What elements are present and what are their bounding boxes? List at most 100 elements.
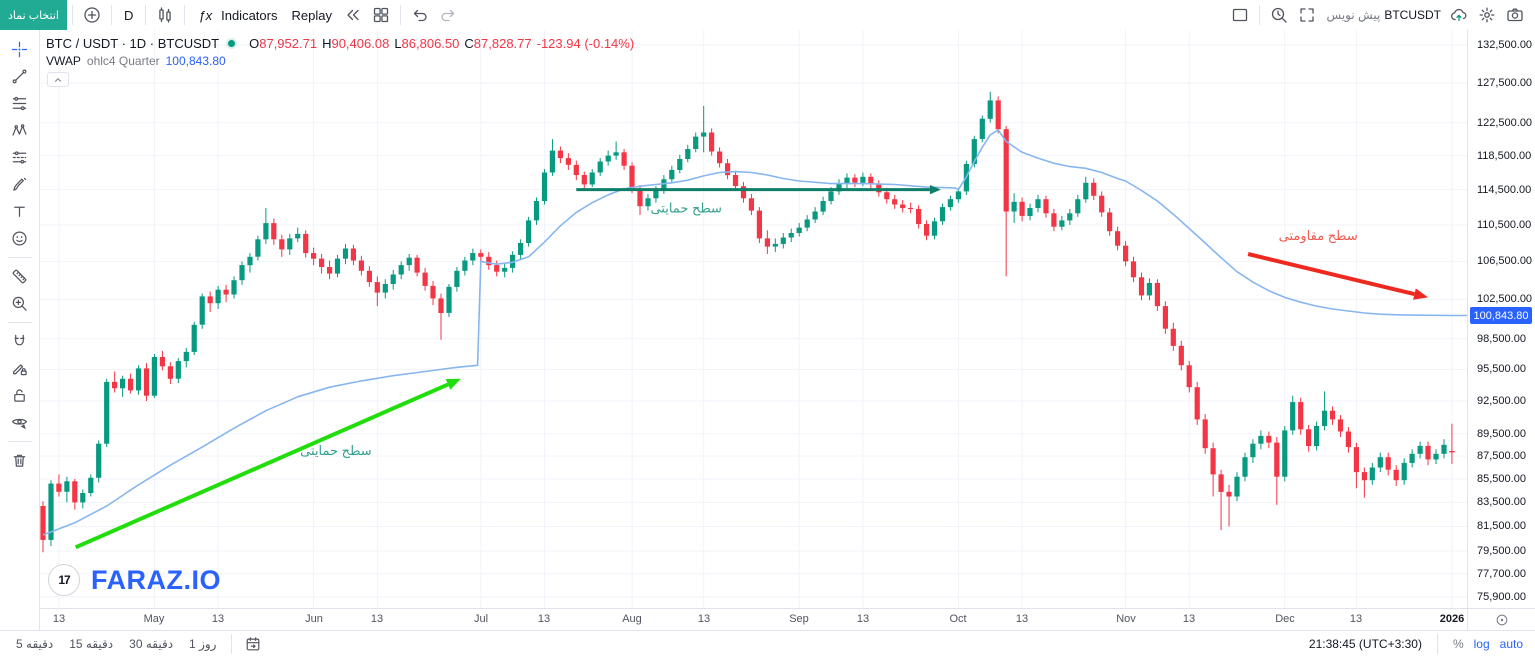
redo-icon[interactable] <box>434 2 462 28</box>
indicator-value: 100,843.80 <box>165 54 226 68</box>
interval-button-1[interactable]: 5 دقیقه <box>10 635 59 653</box>
divider <box>7 257 32 258</box>
ohlc-low-label: L <box>394 36 402 51</box>
divider <box>110 5 112 25</box>
top-toolbar: انتخاب نماد D ƒx Indicators Replay پیش ن… <box>0 0 1535 31</box>
camera-snapshot-icon[interactable] <box>1501 2 1529 28</box>
legend-collapse-button[interactable] <box>47 72 69 87</box>
position-tool-icon[interactable] <box>5 144 35 171</box>
time-tick-label: 13 <box>856 613 870 625</box>
ohlc-high-label: H <box>322 36 332 51</box>
resistance-level-label[interactable]: سطح مقاومتی <box>1279 228 1358 244</box>
candle-style-icon[interactable] <box>151 2 179 28</box>
expand-icon[interactable] <box>1293 2 1321 28</box>
trash-icon[interactable] <box>5 447 35 474</box>
brush-icon[interactable] <box>5 171 35 198</box>
resistance-diagonal-arrow[interactable] <box>1247 252 1428 300</box>
auto-scale-toggle[interactable]: auto <box>1499 637 1523 651</box>
multichart-layout-icon[interactable] <box>367 2 395 28</box>
watermark-text: FARAZ.IO <box>91 564 221 595</box>
interval-shortcuts: 5 دقیقه 15 دقیقه 30 دقیقه 1 روز <box>0 633 265 655</box>
support-level-label-mid[interactable]: سطح حمایتی <box>650 200 721 216</box>
crosshair-icon[interactable] <box>5 36 35 63</box>
magnet-icon[interactable] <box>5 328 35 355</box>
time-tick-label: Nov <box>1116 613 1136 625</box>
time-tick-label: May <box>143 613 165 625</box>
cloud-save-icon[interactable] <box>1445 2 1473 28</box>
price-axis[interactable]: 132,500.00 127,500.00 122,500.00 118,500.00… <box>1467 30 1535 608</box>
indicators-button[interactable]: Indicators <box>214 2 284 28</box>
time-tick-label: 13 <box>537 613 551 625</box>
divider <box>71 5 73 25</box>
support-diagonal-arrow[interactable] <box>74 378 461 550</box>
clock-timezone[interactable]: 21:38:45 (UTC+3:30) <box>1308 637 1422 651</box>
support-level-label-low[interactable]: سطح حمایتی <box>300 443 371 459</box>
price-tick-label: 118,500.00 <box>1477 150 1532 162</box>
time-tick-label: 13 <box>1015 613 1029 625</box>
chart-canvas[interactable]: سطح حمایتی سطح حمایتی سطح مقاومتی <box>40 30 1467 608</box>
xabcd-pattern-icon[interactable] <box>5 117 35 144</box>
price-tick-label: 106,500.00 <box>1477 255 1533 267</box>
time-tick-label: Sep <box>789 613 809 625</box>
candlestick-series <box>40 91 1455 553</box>
price-tick-label: 87,500.00 <box>1477 450 1526 462</box>
symbol-search-button[interactable]: انتخاب نماد <box>0 0 67 30</box>
text-tool-icon[interactable] <box>5 198 35 225</box>
ohlc-high-value: 90,406.08 <box>331 36 390 51</box>
price-tick-label: 77,700.00 <box>1477 568 1526 580</box>
chart-area: سطح حمایتی سطح حمایتی سطح مقاومتی BTC / US… <box>40 30 1467 608</box>
replay-button[interactable]: Replay <box>284 2 338 28</box>
time-tick-label: 13 <box>370 613 384 625</box>
interval-button-4[interactable]: 1 روز <box>183 635 222 653</box>
chart-time-search-icon[interactable] <box>1265 2 1293 28</box>
ohlc-low-value: 86,806.50 <box>401 36 460 51</box>
interval-button-3[interactable]: 30 دقیقه <box>123 635 179 653</box>
vwap-line[interactable] <box>42 129 1467 536</box>
interval-button-2[interactable]: 15 دقیقه <box>63 635 119 653</box>
hide-drawings-icon[interactable] <box>5 409 35 436</box>
axis-gear-icon[interactable] <box>1495 613 1509 627</box>
go-to-date-calendar-icon[interactable] <box>241 633 265 655</box>
indicator-params: ohlc4 Quarter <box>86 54 160 68</box>
timeframe-button[interactable]: D <box>117 2 140 28</box>
fullscreen-square-icon[interactable] <box>1226 2 1254 28</box>
time-tick-label: 13 <box>211 613 225 625</box>
bottom-toolbar-right: 21:38:45 (UTC+3:30) % log auto <box>1309 634 1535 654</box>
ohlc-open-value: 87,952.71 <box>259 36 318 51</box>
trend-line-icon[interactable] <box>5 63 35 90</box>
rewind-icon[interactable] <box>339 2 367 28</box>
lock-all-icon[interactable] <box>5 382 35 409</box>
legend-symbol[interactable]: BTC / USDT · 1D · BTCUSDT <box>46 36 220 51</box>
time-tick-label: 13 <box>697 613 711 625</box>
market-status-dot <box>228 40 236 47</box>
zoom-in-icon[interactable] <box>5 290 35 317</box>
divider <box>399 5 401 25</box>
price-tick-label: 132,500.00 <box>1477 39 1533 51</box>
price-tick-label: 98,500.00 <box>1477 333 1526 345</box>
price-tick-label: 92,500.00 <box>1477 395 1526 407</box>
indicator-name[interactable]: VWAP <box>46 54 81 68</box>
layout-name-label[interactable]: BTCUSDT <box>1384 8 1441 22</box>
percent-scale-toggle[interactable]: % <box>1452 637 1464 651</box>
price-tick-label: 110,500.00 <box>1477 219 1532 231</box>
divider <box>184 5 186 25</box>
time-tick-label: 2026 <box>1439 613 1465 625</box>
drawing-toolbar <box>0 30 40 630</box>
undo-icon[interactable] <box>406 2 434 28</box>
indicators-fx-icon[interactable]: ƒx <box>198 7 213 23</box>
emoji-icon[interactable] <box>5 225 35 252</box>
log-scale-toggle[interactable]: log <box>1473 637 1490 651</box>
price-tick-label: 102,500.00 <box>1477 293 1533 305</box>
time-axis[interactable]: 13 May 13 Jun 13 Jul 13 Aug 13 Sep 13 Oct 13 Nov 13 Dec… <box>40 608 1467 631</box>
divider <box>1436 634 1438 654</box>
bottom-toolbar: 5 دقیقه 15 دقیقه 30 دقیقه 1 روز 21:38:45 (U… <box>0 630 1535 657</box>
axis-settings-corner[interactable] <box>1467 608 1535 631</box>
settings-gear-icon[interactable] <box>1473 2 1501 28</box>
add-symbol-plus-icon[interactable] <box>78 2 106 28</box>
ohlc-change-value: -123.94 (-0.14%) <box>536 36 635 51</box>
fib-retracement-icon[interactable] <box>5 90 35 117</box>
drawing-mode-lock-icon[interactable] <box>5 355 35 382</box>
price-tick-label: 79,500.00 <box>1477 545 1526 557</box>
support-horizontal-arrow[interactable] <box>576 185 941 195</box>
ruler-icon[interactable] <box>5 263 35 290</box>
